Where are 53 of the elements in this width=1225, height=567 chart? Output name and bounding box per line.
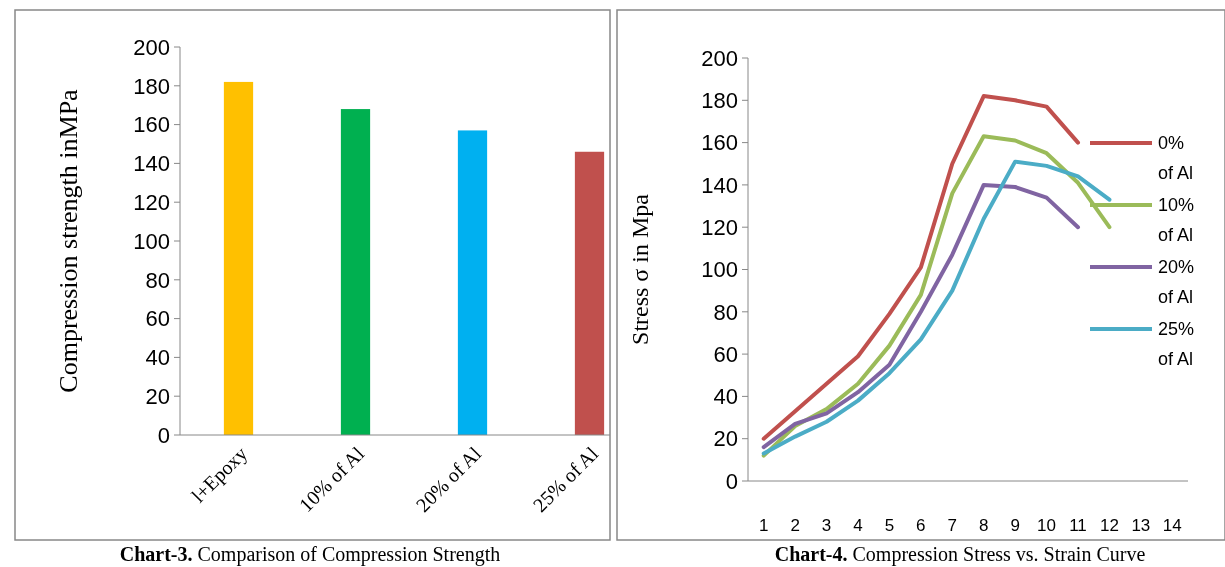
y-tick-label: 160 xyxy=(133,112,170,138)
text: Chart-3. Comparison of Compression Strength xyxy=(119,543,501,566)
x-tick-label: 4 xyxy=(853,516,863,535)
x-tick-label: 9 xyxy=(1010,516,1020,535)
bar xyxy=(457,130,488,435)
y-tick-label: 40 xyxy=(713,384,738,410)
y-tick-label: 140 xyxy=(133,151,170,177)
legend-label: 0% of Al xyxy=(1158,133,1194,184)
line-series xyxy=(761,182,1080,450)
y-tick-label: 60 xyxy=(145,306,170,332)
legend-label: 20% of Al xyxy=(1158,257,1195,308)
x-tick-label: 8 xyxy=(978,516,989,535)
y-tick-label: 140 xyxy=(701,172,738,198)
y-tick-label: 0 xyxy=(725,468,738,494)
text: Chart-4. Compression Stress vs. Strain Curve xyxy=(774,543,1146,566)
y-tick-label: 100 xyxy=(133,228,170,254)
line-series xyxy=(761,94,1080,441)
y-tick-label: 200 xyxy=(133,34,170,60)
x-tick-label: 5 xyxy=(884,516,895,535)
x-tick-label: 25% of Al xyxy=(528,441,603,516)
y-tick-label: 20 xyxy=(713,426,738,452)
y-tick-label: 60 xyxy=(713,341,738,367)
y-tick-label: 180 xyxy=(133,73,170,99)
x-tick-label: 10 xyxy=(1037,516,1057,535)
x-tick-label: 13 xyxy=(1131,516,1151,535)
legend-label: 25% of Al xyxy=(1158,319,1195,370)
y-tick-label: 0 xyxy=(157,422,170,448)
x-tick-label: 3 xyxy=(821,516,832,535)
y-axis-title: Compression strength inMPa xyxy=(54,88,83,393)
y-tick-label: 80 xyxy=(145,267,170,293)
y-tick-label: 160 xyxy=(701,130,738,156)
x-tick-label: 1 xyxy=(758,516,769,535)
y-tick-label: 120 xyxy=(701,214,738,240)
legend-label: 10% of Al xyxy=(1158,195,1195,246)
y-tick-label: 200 xyxy=(701,45,738,71)
x-tick-label: 6 xyxy=(916,516,926,535)
y-tick-label: 80 xyxy=(713,299,738,325)
x-tick-label: 10% of Al xyxy=(294,441,369,516)
y-axis-title: Stress σ in Mpa xyxy=(627,193,653,345)
x-tick-label: 7 xyxy=(947,516,958,535)
y-tick-label: 40 xyxy=(145,345,170,371)
bar xyxy=(340,109,371,435)
x-tick-label: 14 xyxy=(1162,516,1182,535)
y-tick-label: 100 xyxy=(701,257,738,283)
bar xyxy=(223,81,254,435)
y-tick-label: 20 xyxy=(145,383,170,409)
x-tick-label: 20% of Al xyxy=(411,441,486,516)
bar xyxy=(574,151,605,435)
x-tick-label: 2 xyxy=(790,516,800,535)
x-tick-label: 12 xyxy=(1099,516,1119,535)
x-tick-label: 11 xyxy=(1069,516,1087,535)
y-tick-label: 120 xyxy=(133,189,170,215)
y-tick-label: 180 xyxy=(701,88,738,113)
